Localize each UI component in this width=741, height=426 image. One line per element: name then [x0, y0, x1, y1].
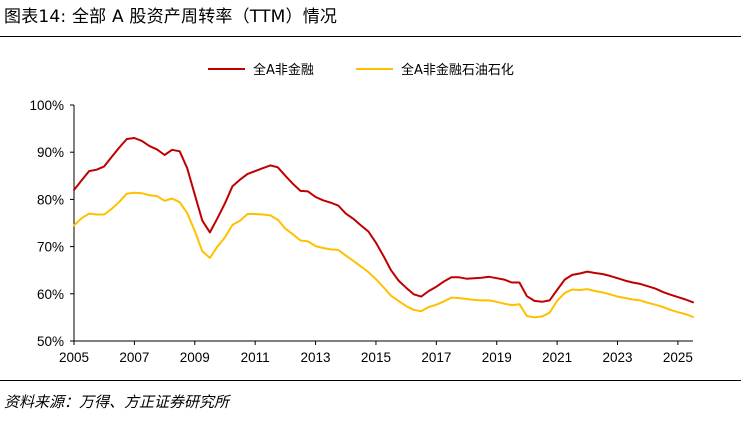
y-tick-label: 60%	[37, 287, 64, 302]
x-tick-label: 2023	[602, 350, 632, 365]
y-tick-label: 100%	[29, 98, 64, 113]
x-tick-label: 2015	[361, 350, 391, 365]
axes: 50% 60% 70% 80% 90% 100% 2005 2007 2009 2011 2013 2…	[29, 98, 693, 365]
x-tick-label: 2009	[180, 350, 210, 365]
series-group	[73, 137, 694, 319]
x-tick-label: 2021	[542, 350, 572, 365]
x-tick-label: 2007	[119, 350, 149, 365]
x-tick-label: 2019	[482, 350, 512, 365]
x-tick-label: 2005	[59, 350, 89, 365]
series-line-2	[73, 191, 694, 319]
y-tick-label: 80%	[37, 192, 64, 207]
legend-label-1: 全A非金融	[253, 62, 314, 78]
x-tick-label: 2013	[301, 350, 331, 365]
source-note: 资料来源：万得、方正证券研究所	[4, 393, 230, 411]
source-rule	[0, 380, 741, 381]
figure-title: 图表14: 全部 A 股资产周转率（TTM）情况	[4, 7, 338, 27]
x-tick-label: 2025	[663, 350, 693, 365]
series-line-1	[73, 137, 694, 304]
legend: 全A非金融 全A非金融石油石化	[208, 62, 514, 78]
y-tick-label: 70%	[37, 240, 64, 255]
x-tick-label: 2017	[421, 350, 451, 365]
y-tick-label: 50%	[37, 334, 64, 349]
y-tick-label: 90%	[37, 145, 64, 160]
x-tick-label: 2011	[241, 350, 270, 365]
title-rule	[0, 36, 741, 37]
legend-label-2: 全A非金融石油石化	[401, 62, 514, 78]
